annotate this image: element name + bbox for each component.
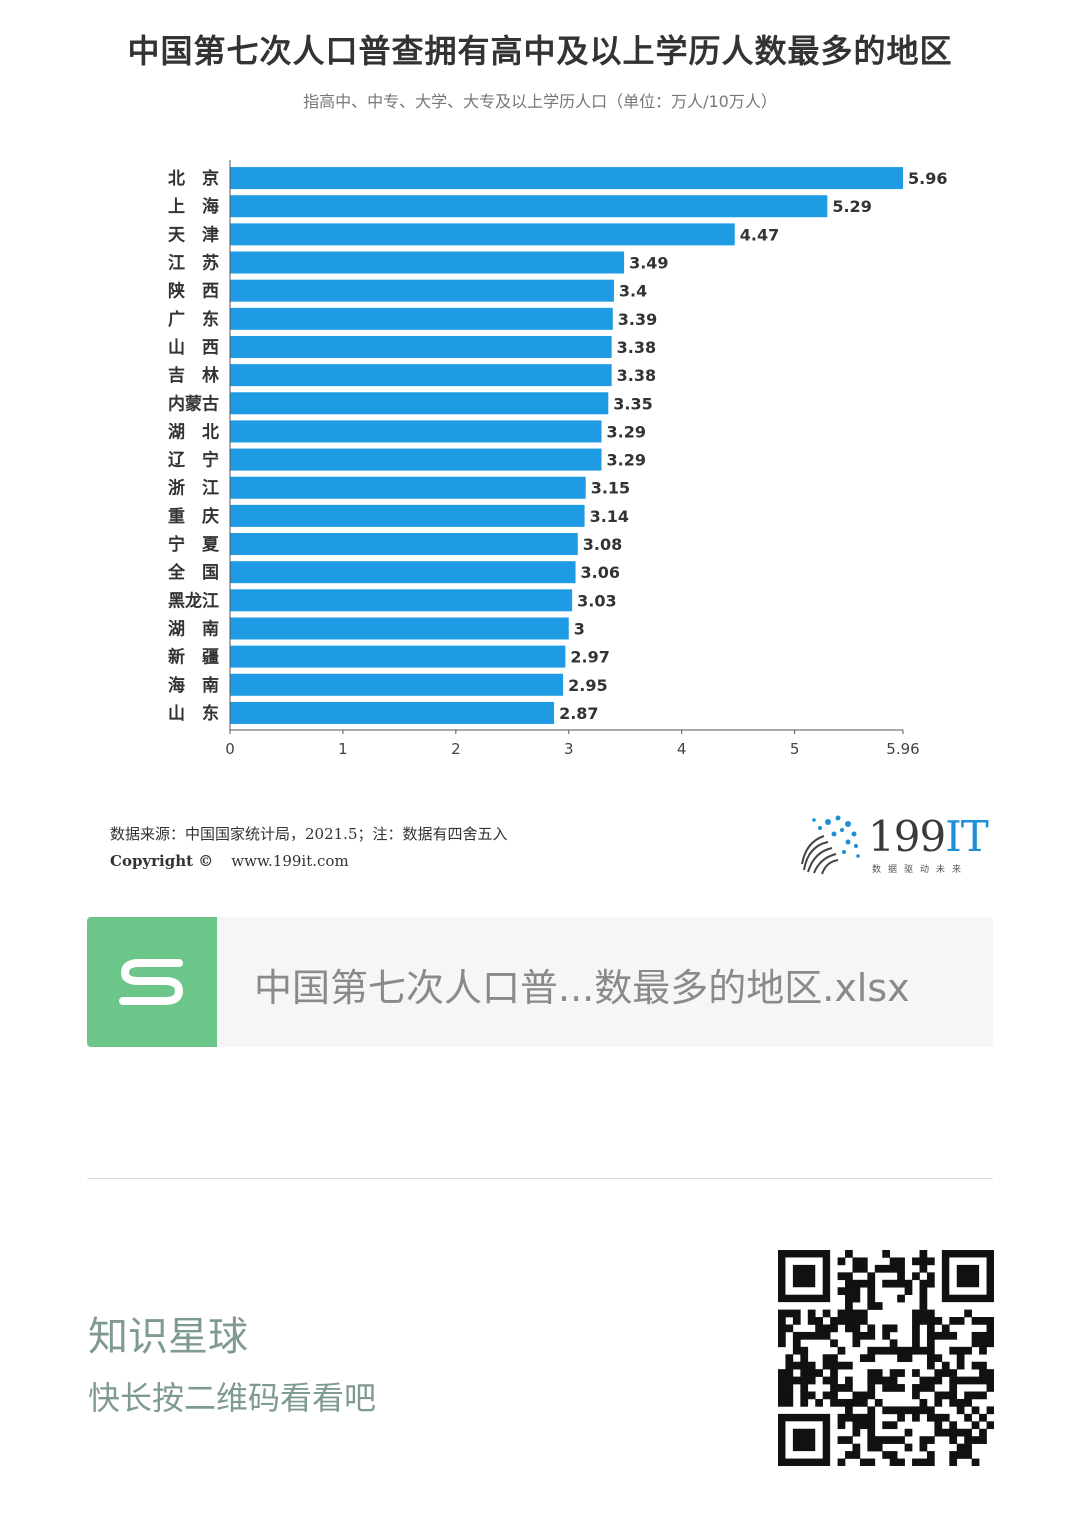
- category-label: 全 国: [167, 562, 219, 583]
- bar: [230, 251, 625, 274]
- bar: [230, 420, 602, 443]
- brand-it: IT: [945, 812, 989, 861]
- value-label: 2.87: [559, 704, 598, 723]
- bar: [230, 533, 578, 556]
- category-label: 辽 宁: [168, 450, 219, 471]
- bar-chart: 北 京 5.96 上 海 5.29 天 津 4.47 江 苏 3.49 陕 西 3.4 广 东 3.3…: [167, 160, 947, 758]
- copyright-line: Copyright © www.199it.com: [110, 852, 349, 870]
- value-label: 3.29: [607, 422, 646, 441]
- x-tick-label: 0: [225, 740, 235, 758]
- category-label: 北 京: [168, 168, 219, 189]
- value-label: 3.4: [619, 282, 647, 301]
- bar: [230, 307, 613, 330]
- brand-logo-icon: [801, 815, 860, 875]
- value-label: 2.97: [570, 648, 609, 667]
- x-tick-label: 4: [677, 740, 687, 758]
- x-tick-label: 3: [564, 740, 574, 758]
- category-label: 宁 夏: [168, 534, 220, 555]
- bar: [230, 279, 614, 302]
- category-label: 天 津: [168, 224, 219, 245]
- category-label: 内蒙古: [168, 393, 219, 414]
- copyright-url[interactable]: www.199it.com: [231, 852, 349, 870]
- bar: [230, 223, 735, 246]
- x-tick-label: 5: [790, 740, 800, 758]
- value-label: 3.49: [629, 254, 668, 273]
- bar: [230, 195, 828, 218]
- category-label: 山 西: [168, 338, 219, 358]
- x-tick-label: 2: [451, 740, 461, 758]
- category-label: 陕 西: [168, 281, 219, 302]
- qr-code-icon[interactable]: [778, 1250, 994, 1466]
- x-tick-label: 1: [338, 740, 348, 758]
- bar: [230, 392, 609, 415]
- bar: [230, 335, 612, 358]
- brand-slogan: 数据驱动未来: [872, 865, 969, 875]
- value-label: 3.03: [577, 591, 616, 610]
- bar: [230, 645, 566, 668]
- bar: [230, 673, 564, 696]
- file-name: 中国第七次人口普...数最多的地区.xlsx: [254, 966, 910, 1010]
- category-label: 广 东: [168, 309, 219, 330]
- bar: [230, 561, 576, 584]
- value-label: 4.47: [740, 225, 779, 244]
- category-label: 湖 南: [168, 618, 219, 639]
- value-label: 3: [574, 619, 585, 638]
- category-label: 重 庆: [168, 506, 219, 527]
- category-label: 新 疆: [168, 647, 219, 668]
- category-label: 江 苏: [168, 253, 219, 274]
- x-tick-label: 5.96: [886, 740, 919, 758]
- chart-title: 中国第七次人口普查拥有高中及以上学历人数最多的地区: [127, 32, 953, 70]
- value-label: 2.95: [568, 676, 607, 695]
- category-label: 黑龙江: [168, 590, 219, 611]
- value-label: 3.08: [583, 535, 622, 554]
- bar: [230, 476, 586, 499]
- bar: [230, 167, 903, 190]
- bar: [230, 504, 585, 527]
- bar: [230, 448, 602, 471]
- value-label: 3.29: [607, 451, 646, 470]
- bar: [230, 364, 612, 387]
- value-label: 3.38: [617, 338, 656, 357]
- category-label: 吉 林: [168, 365, 219, 386]
- spreadsheet-s-icon: [87, 917, 217, 1047]
- planet-title: 知识星球: [88, 1314, 248, 1360]
- value-label: 3.06: [581, 563, 620, 582]
- divider: [87, 1178, 993, 1179]
- value-label: 3.38: [617, 366, 656, 385]
- brand-number: 199: [868, 812, 946, 861]
- planet-subtitle: 快长按二维码看看吧: [88, 1379, 377, 1417]
- category-label: 山 东: [168, 703, 219, 724]
- category-label: 海 南: [168, 675, 219, 696]
- category-label: 浙 江: [168, 478, 219, 499]
- value-label: 5.29: [832, 197, 871, 216]
- bar: [230, 617, 569, 640]
- data-source-note: 数据来源：中国国家统计局，2021.5；注：数据有四舍五入: [110, 825, 508, 843]
- category-label: 上 海: [168, 196, 219, 217]
- value-label: 3.14: [590, 507, 629, 526]
- value-label: 3.39: [618, 310, 657, 329]
- brand-name: 199IT: [868, 812, 989, 861]
- chart-subtitle: 指高中、中专、大学、大专及以上学历人口（单位：万人/10万人）: [303, 92, 777, 111]
- file-attachment-card[interactable]: 中国第七次人口普...数最多的地区.xlsx: [87, 917, 993, 1047]
- value-label: 3.15: [591, 479, 630, 498]
- copyright-label: Copyright ©: [110, 852, 214, 870]
- value-label: 3.35: [613, 394, 652, 413]
- value-label: 5.96: [908, 169, 947, 188]
- bar: [230, 589, 573, 612]
- bar: [230, 701, 555, 724]
- category-label: 湖 北: [168, 422, 219, 442]
